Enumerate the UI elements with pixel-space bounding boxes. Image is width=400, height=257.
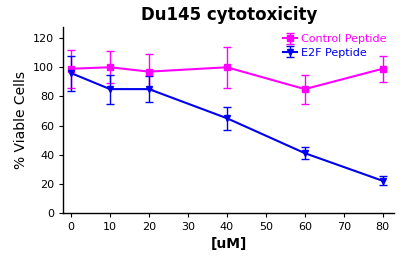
X-axis label: [uM]: [uM] (211, 237, 247, 251)
Y-axis label: % Viable Cells: % Viable Cells (14, 71, 28, 169)
Title: Du145 cytotoxicity: Du145 cytotoxicity (141, 6, 317, 24)
Legend: Control Peptide, E2F Peptide: Control Peptide, E2F Peptide (281, 32, 389, 60)
